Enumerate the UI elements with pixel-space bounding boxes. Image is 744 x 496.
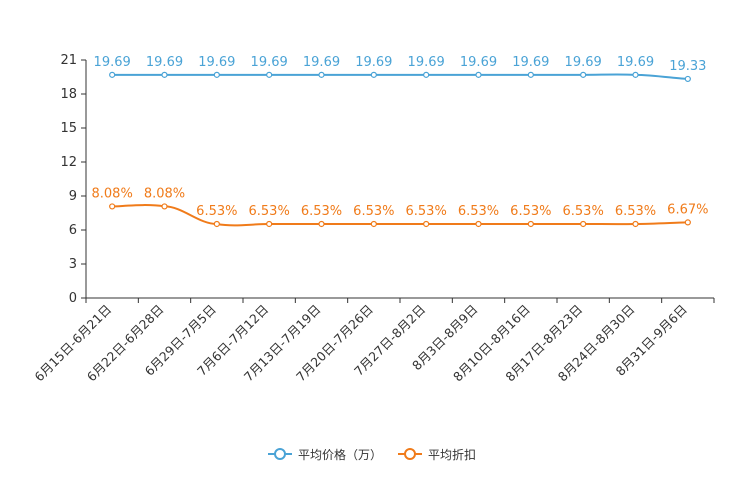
series-0-point [475,71,482,78]
series-1-point [527,220,534,228]
series-0-data-label: 19.69 [251,55,288,70]
series-1-data-label: 6.53% [458,204,499,219]
series-1-data-label: 6.53% [249,204,290,219]
series-0-point [632,71,639,78]
series-1-point [109,203,116,210]
series-0-data-label: 19.69 [198,55,235,70]
y-tick-label: 21 [60,53,77,68]
series-1-data-label: 8.08% [144,186,185,201]
series-1-point [632,220,639,228]
legend-marker-discount-icon [398,448,422,460]
series-1-point [318,220,325,228]
series-1-point [684,219,691,226]
y-tick-label: 9 [69,189,77,204]
series-1-point [580,220,587,228]
series-1-data-label: 6.67% [667,202,708,217]
series-0-data-label: 19.69 [565,55,602,70]
series-line-1 [112,204,688,227]
legend-label-price: 平均价格（万） [297,447,382,462]
series-1-data-label: 6.53% [301,204,342,219]
series-1-data-label: 6.53% [563,204,604,219]
series-1-data-label: 8.08% [92,186,133,201]
legend-item-discount[interactable]: 平均折扣 [398,446,476,463]
series-0-point [580,71,587,78]
series-0-point [213,71,220,78]
legend-item-price[interactable]: 平均价格（万） [267,446,382,463]
y-tick-label: 12 [60,155,77,170]
series-0-data-label: 19.69 [408,55,445,70]
series-1-data-label: 6.53% [406,204,447,219]
y-tick-label: 3 [69,257,77,272]
y-tick-label: 0 [69,291,77,306]
series-1-point [475,220,482,228]
series-0-data-label: 19.69 [303,55,340,70]
y-tick-label: 6 [69,223,77,238]
series-0-point [109,71,116,78]
series-0-data-label: 19.69 [94,55,131,70]
series-line-0 [112,73,688,80]
series-0-point [266,71,273,78]
y-tick-label: 15 [60,121,77,136]
series-0-point [370,71,377,78]
series-0-point [161,71,168,78]
series-1-data-label: 6.53% [196,204,237,219]
series-0-data-label: 19.69 [617,55,654,70]
series-0-data-label: 19.69 [512,55,549,70]
legend-label-discount: 平均折扣 [428,447,477,462]
series-1-data-label: 6.53% [615,204,656,219]
y-tick-label: 18 [60,87,77,102]
series-0-point [318,71,325,78]
series-1-point [266,220,273,228]
series-0-point [423,71,430,78]
series-0-point [527,71,534,78]
legend-marker-price-icon [267,448,292,460]
legend: 平均价格（万） 平均折扣 [0,444,744,464]
series-1-data-label: 6.53% [353,204,394,219]
series-1-point [213,220,220,228]
series-1-point [423,220,430,228]
series-0-data-label: 19.69 [355,55,392,70]
series-0-data-label: 19.33 [669,59,706,74]
series-0-point [684,75,691,83]
series-1-data-label: 6.53% [510,204,551,219]
series-1-point [161,203,168,210]
series-1-point [370,220,377,228]
series-0-data-label: 19.69 [460,55,497,70]
series-0-data-label: 19.69 [146,55,183,70]
